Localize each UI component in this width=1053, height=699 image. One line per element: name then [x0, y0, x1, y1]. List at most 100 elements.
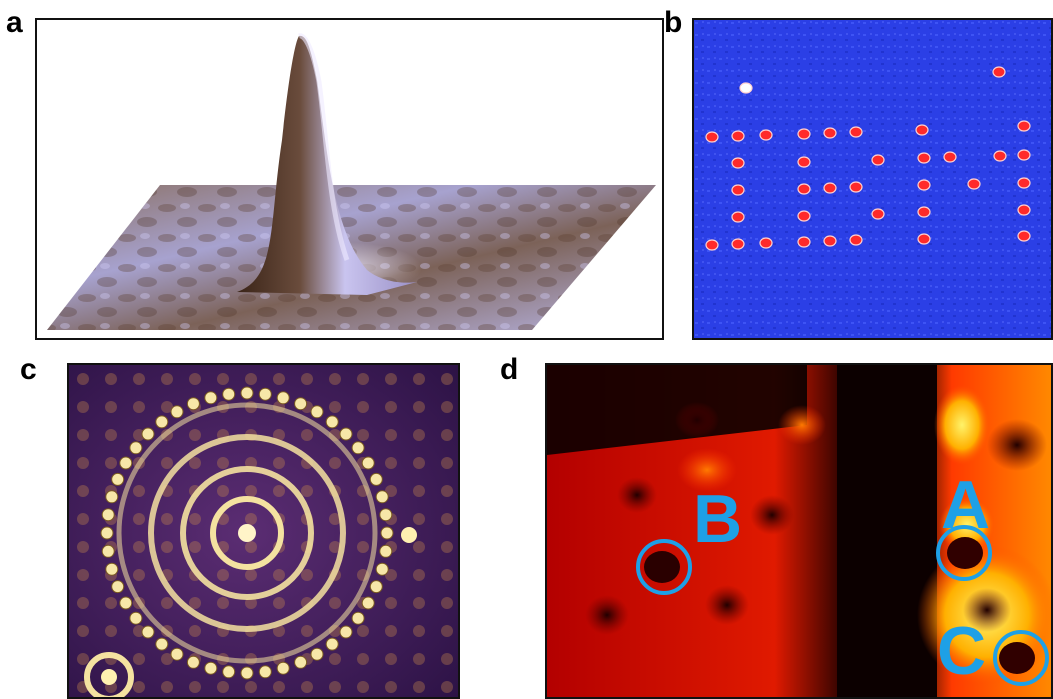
corral-atom	[105, 562, 119, 576]
panel-d-heatmap: A B C	[545, 363, 1053, 699]
heatmap-graphic	[547, 365, 1051, 697]
corral-atom	[240, 666, 254, 680]
corral-atom	[100, 526, 114, 540]
corral-atom	[111, 580, 125, 594]
site-markers-overlay	[636, 525, 1049, 686]
corral-atom	[379, 544, 393, 558]
corral-atom	[294, 397, 308, 411]
corral-atom	[276, 661, 290, 675]
site-marker-a	[936, 525, 992, 581]
atom-dot	[823, 127, 837, 139]
corral-atom	[141, 427, 155, 441]
corral-atom	[294, 655, 308, 669]
atom-dot	[871, 154, 885, 166]
corral-atom	[310, 647, 324, 661]
corral-atom	[222, 665, 236, 679]
atom-dots-graphic	[694, 20, 1051, 338]
corral-atom	[375, 490, 389, 504]
panel-b-atom-pattern	[692, 18, 1053, 340]
panel-letter-a: a	[6, 6, 23, 39]
site-label-c: C	[937, 613, 987, 689]
corral-atom	[105, 490, 119, 504]
corral-atom	[240, 386, 254, 400]
atom-dot	[967, 178, 981, 190]
corral-atom	[101, 508, 115, 522]
atom-dot	[943, 151, 957, 163]
corral-atom	[129, 611, 143, 625]
corral-atom	[119, 596, 133, 610]
corral-atom	[351, 611, 365, 625]
corral-atom	[258, 387, 272, 401]
corral-atom	[222, 387, 236, 401]
atom-dot	[797, 128, 811, 140]
atom-dot	[731, 184, 745, 196]
atom-dot	[759, 129, 773, 141]
atom-dot	[917, 152, 931, 164]
corral-atom	[129, 441, 143, 455]
atom-dot	[759, 237, 773, 249]
corral-atom	[375, 562, 389, 576]
peak-surface-graphic	[47, 33, 656, 330]
corral-atom	[379, 508, 393, 522]
corral-atom	[155, 637, 169, 651]
panel-letter-b: b	[664, 6, 683, 39]
corral-atom	[361, 456, 375, 470]
corral-atom	[170, 647, 184, 661]
site-label-a: A	[941, 467, 991, 543]
atom-dot	[797, 210, 811, 222]
atom-dot	[917, 206, 931, 218]
atom-dot	[849, 234, 863, 246]
corral-atom	[361, 596, 375, 610]
corral-atom	[170, 405, 184, 419]
site-marker-c	[993, 630, 1049, 686]
atom-dot	[917, 179, 931, 191]
corral-atom	[111, 472, 125, 486]
atom-dot	[705, 131, 719, 143]
atom-dot	[797, 183, 811, 195]
corral-atom	[339, 427, 353, 441]
corral-atom	[339, 625, 353, 639]
corral-atom	[204, 391, 218, 405]
atom-dot	[823, 182, 837, 194]
corral-atom	[369, 580, 383, 594]
corral-atom	[369, 472, 383, 486]
atom-dot	[849, 126, 863, 138]
site-marker-b	[636, 539, 692, 595]
panel-letter-c: c	[20, 353, 37, 386]
corral-atom	[351, 441, 365, 455]
panel-letter-d: d	[500, 353, 519, 386]
corral-atom	[310, 405, 324, 419]
atom-dot	[705, 239, 719, 251]
atom-dot	[915, 124, 929, 136]
atom-dot	[797, 236, 811, 248]
atom-dot	[731, 238, 745, 250]
site-label-b: B	[693, 481, 743, 557]
corral-atom	[141, 625, 155, 639]
atom-dot	[992, 66, 1006, 78]
atom-dot	[1017, 149, 1031, 161]
corral-atom	[325, 637, 339, 651]
corral-atom	[186, 397, 200, 411]
atom-dot	[1017, 230, 1031, 242]
atom-dot	[1017, 177, 1031, 189]
corral-atom	[155, 415, 169, 429]
panel-c-quantum-corral	[67, 363, 460, 699]
atom-dot	[797, 156, 811, 168]
atom-dot	[1017, 204, 1031, 216]
corral-atom	[258, 665, 272, 679]
corral-atom	[186, 655, 200, 669]
atom-dot	[731, 130, 745, 142]
atom-dot	[993, 150, 1007, 162]
corral-atom	[119, 456, 133, 470]
corral-atom	[276, 391, 290, 405]
corral-atom	[204, 661, 218, 675]
corral-atom	[380, 526, 394, 540]
corral-atom	[325, 415, 339, 429]
atom-dot	[917, 233, 931, 245]
atom-dot	[739, 82, 753, 94]
corral-rings-graphic	[69, 365, 458, 697]
atom-dot	[823, 235, 837, 247]
atom-dot	[731, 157, 745, 169]
panel-a-surface-plot	[35, 18, 664, 340]
corral-atom	[101, 544, 115, 558]
